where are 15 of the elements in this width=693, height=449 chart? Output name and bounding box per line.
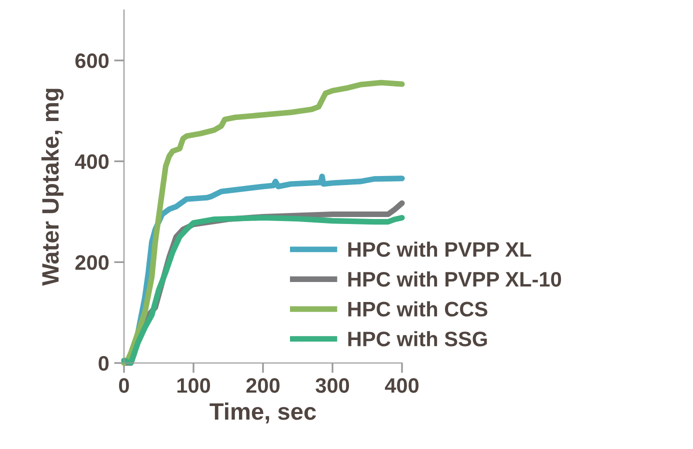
- legend-label: HPC with PVPP XL: [348, 242, 532, 257]
- y-axis-title: Water Uptake, mg: [41, 88, 64, 286]
- legend-label: HPC with CCS: [348, 301, 488, 317]
- x-tick-label: 300: [316, 378, 350, 393]
- x-tick-label: 200: [246, 378, 280, 393]
- x-axis-title: Time, sec: [210, 402, 316, 424]
- y-tick-label: 0: [98, 356, 109, 371]
- y-tick-label: 600: [75, 53, 109, 68]
- x-tick-label: 100: [177, 378, 210, 393]
- legend-label: HPC with PVPP XL-10: [348, 271, 562, 287]
- y-tick-label: 400: [74, 154, 109, 170]
- x-tick-label: 0: [119, 378, 129, 393]
- y-tick-label: 200: [75, 255, 109, 270]
- x-tick-label: 400: [384, 378, 419, 393]
- legend-label: HPC with SSG: [348, 331, 487, 346]
